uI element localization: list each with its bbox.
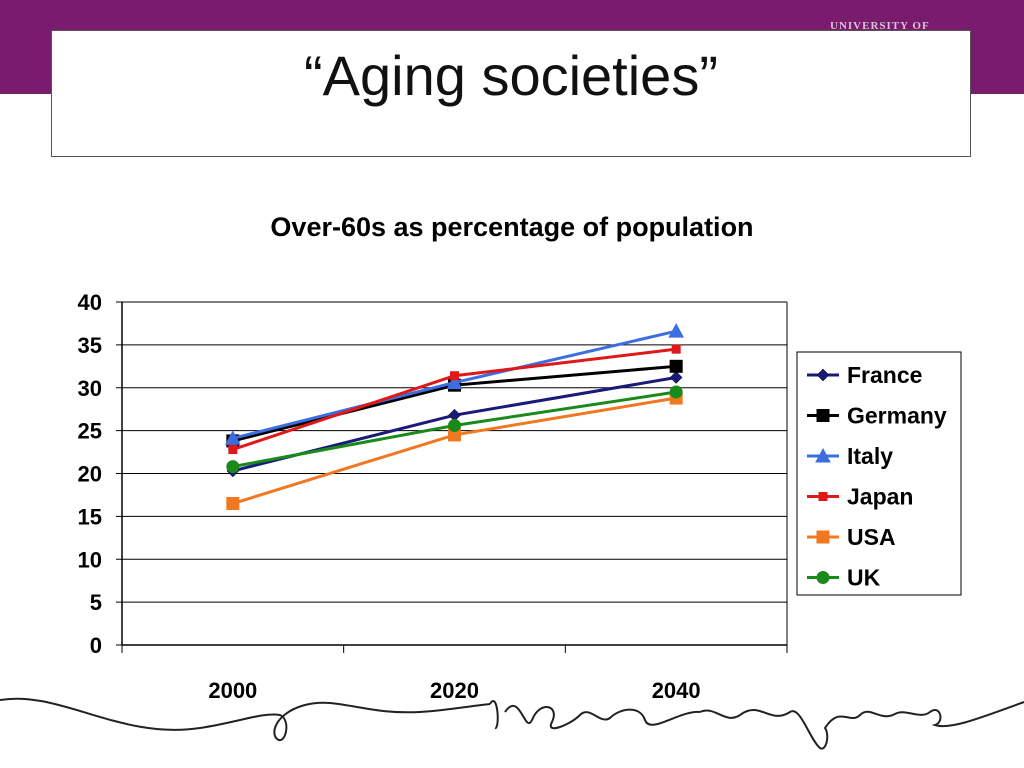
data-point: [669, 385, 683, 399]
data-point: [450, 371, 459, 381]
university-logo-text: UNIVERSITY OF: [830, 20, 930, 32]
legend-label: Japan: [847, 484, 913, 510]
legend-item: UK: [807, 565, 881, 591]
data-point: [224, 430, 241, 445]
x-tick-label: 2000: [208, 678, 257, 703]
data-point: [226, 460, 240, 474]
legend-marker: [816, 530, 830, 544]
legend-marker: [816, 368, 830, 382]
legend-item: USA: [807, 524, 896, 550]
data-point: [448, 418, 461, 432]
legend-label: USA: [847, 524, 896, 550]
x-tick-label: 2040: [652, 678, 701, 703]
data-point: [668, 323, 685, 338]
data-point: [226, 497, 240, 511]
legend-item: Germany: [807, 403, 947, 429]
legend-label: UK: [847, 565, 881, 591]
series-uk: [226, 385, 683, 474]
y-tick-label: 40: [78, 290, 102, 315]
series-japan: [228, 344, 681, 454]
legend-marker: [818, 492, 828, 501]
grid-lines: [122, 301, 787, 603]
x-axis-ticks: 2000 2020 2040: [208, 678, 700, 703]
y-tick-label: 30: [78, 376, 102, 401]
legend: France Germany Italy Japan USA UK: [796, 351, 962, 596]
y-tick-label: 20: [78, 462, 102, 487]
y-tick-label: 15: [78, 504, 102, 529]
legend-marker: [816, 409, 830, 422]
data-point: [671, 344, 681, 354]
data-point: [669, 371, 683, 384]
data-point: [228, 444, 238, 454]
legend-marker: [816, 571, 830, 584]
ideas-everywhere-script-icon: [0, 697, 1024, 750]
y-axis-ticks: 0 5 10 15 20 25 30 35 40: [78, 290, 102, 658]
title-box: “Aging societies”: [51, 30, 971, 157]
legend-item: France: [807, 362, 922, 388]
series-lines: [224, 323, 685, 511]
legend-label: Germany: [847, 403, 947, 429]
y-tick-label: 10: [78, 547, 102, 572]
legend-box: [796, 351, 962, 596]
slide-title: “Aging societies”: [304, 44, 718, 107]
y-tick-label: 35: [78, 333, 102, 358]
y-tick-label: 25: [78, 419, 102, 444]
data-point: [669, 359, 683, 373]
legend-item: Japan: [807, 484, 913, 510]
y-tick-label: 5: [90, 590, 102, 615]
legend-item: Italy: [807, 443, 893, 469]
y-tick-label: 0: [90, 633, 102, 658]
legend-marker: [815, 447, 831, 463]
data-point: [446, 374, 463, 390]
series-italy: [224, 323, 685, 445]
legend-label: Italy: [847, 443, 893, 469]
legend-label: France: [847, 362, 922, 388]
axes: [116, 301, 788, 653]
x-tick-label: 2020: [430, 678, 479, 703]
chart-title: Over-60s as percentage of population: [270, 212, 753, 242]
